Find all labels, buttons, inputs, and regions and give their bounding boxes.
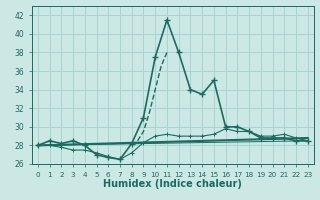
X-axis label: Humidex (Indice chaleur): Humidex (Indice chaleur) (103, 179, 242, 189)
